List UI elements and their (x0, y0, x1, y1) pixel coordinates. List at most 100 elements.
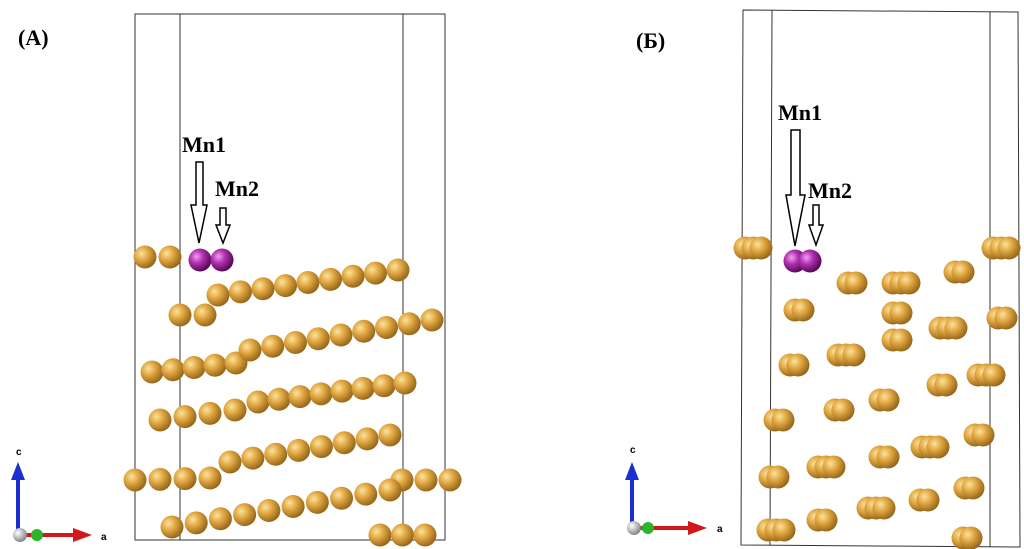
atom (767, 466, 790, 489)
atom (124, 469, 147, 492)
atom (149, 409, 172, 432)
atom (890, 302, 913, 325)
atom-label: Mn1 (778, 100, 822, 125)
atom (972, 424, 995, 447)
atom (877, 446, 900, 469)
arrow-mn2 (809, 205, 823, 245)
atom (379, 424, 402, 447)
cell-line (770, 10, 772, 545)
atom (832, 399, 855, 422)
axis-label: c (630, 445, 636, 456)
atom (229, 280, 252, 303)
arrow-mn1 (191, 162, 207, 243)
atom (421, 309, 444, 332)
arrow-mn2 (216, 208, 230, 243)
atom (962, 477, 985, 500)
atom (898, 272, 921, 295)
atom (799, 250, 822, 273)
atom (174, 467, 197, 490)
atom (161, 516, 184, 539)
atom (297, 271, 320, 294)
atom (873, 497, 896, 520)
atom (199, 402, 222, 425)
atom (183, 356, 206, 379)
atom (306, 491, 329, 514)
atom (199, 467, 222, 490)
atom (284, 331, 307, 354)
atom (750, 237, 773, 260)
atom (264, 443, 287, 466)
atom (772, 409, 795, 432)
atom (185, 511, 208, 534)
atom (354, 483, 377, 506)
axis-label: a (101, 532, 107, 543)
atom (387, 259, 410, 282)
atom (952, 261, 975, 284)
atom (845, 272, 868, 295)
atom (310, 382, 333, 405)
atom (369, 524, 392, 547)
atom (823, 456, 846, 479)
atom (274, 274, 297, 297)
atom (877, 389, 900, 412)
atom (257, 499, 280, 522)
axis-label: a (717, 524, 723, 535)
arrows (191, 130, 823, 246)
atom (394, 372, 417, 395)
atom (241, 447, 264, 470)
atom (268, 388, 291, 411)
atom-label: Mn1 (182, 132, 226, 157)
atom (364, 262, 387, 285)
atom (162, 358, 185, 381)
atom (415, 469, 438, 492)
atom-label: Mn2 (808, 178, 852, 203)
atom (282, 495, 305, 518)
atom (398, 312, 421, 335)
atom (233, 503, 256, 526)
atom (379, 479, 402, 502)
atom (792, 299, 815, 322)
atom (373, 374, 396, 397)
axes-a: c a (11, 447, 107, 543)
atom (356, 427, 379, 450)
atom (174, 405, 197, 428)
atom (439, 469, 462, 492)
atom (917, 489, 940, 512)
atom (352, 377, 375, 400)
atom (787, 354, 810, 377)
atom (890, 329, 913, 352)
atom (998, 237, 1021, 260)
atom (204, 354, 227, 377)
atom (189, 249, 212, 272)
atom (289, 385, 312, 408)
atom (843, 344, 866, 367)
atom-label: Mn2 (215, 176, 259, 201)
atom (815, 509, 838, 532)
atom (239, 339, 262, 362)
atom (927, 436, 950, 459)
atom (224, 399, 247, 422)
arrow-mn1 (786, 130, 805, 246)
atom (331, 380, 354, 403)
axes-b: c a (625, 445, 723, 535)
atom (391, 524, 414, 547)
atom (352, 320, 375, 343)
atom (773, 519, 796, 542)
atom (330, 324, 353, 347)
atom (159, 246, 182, 269)
atom (375, 316, 398, 339)
atom (194, 304, 217, 327)
figure: (А) Mn1 Mn2 (Б) Mn1 Mn2 c a c a (0, 0, 1024, 549)
atom (219, 451, 242, 474)
atom (310, 435, 333, 458)
atom (261, 335, 284, 358)
atom (287, 439, 310, 462)
atom (252, 277, 275, 300)
panel-label: (Б) (636, 28, 665, 53)
atom (207, 284, 230, 307)
atom (247, 391, 270, 414)
atom (211, 249, 234, 272)
atom (134, 246, 157, 269)
atom (209, 507, 232, 530)
atom (945, 317, 968, 340)
